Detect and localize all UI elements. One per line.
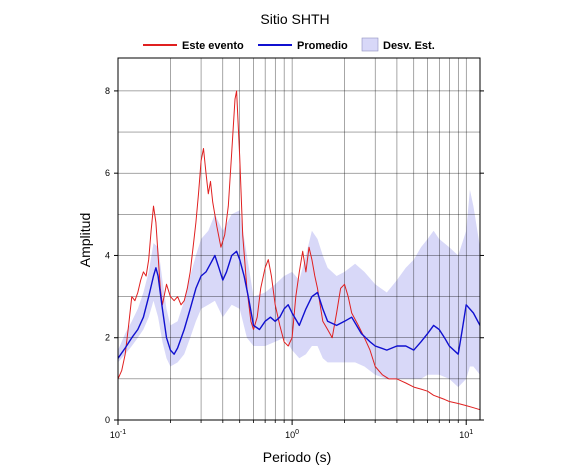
legend-label: Promedio xyxy=(297,40,348,52)
legend-label: Desv. Est. xyxy=(383,40,435,52)
x-axis-label: Periodo (s) xyxy=(263,449,331,465)
plot-frame xyxy=(117,57,481,421)
legend: Este evento Promedio Desv. Est. xyxy=(143,37,435,52)
chart-title: Sitio SHTH xyxy=(260,11,329,27)
y-tick-label: 6 xyxy=(105,168,110,178)
grid-layer xyxy=(117,58,480,420)
x-tick-label: 101 xyxy=(459,429,473,440)
y-tick-label: 2 xyxy=(105,333,110,343)
std-band-layer xyxy=(118,189,480,388)
y-tick-label: 4 xyxy=(105,250,110,260)
series-layer xyxy=(117,90,481,411)
legend-label: Este evento xyxy=(182,40,244,52)
y-axis-label: Amplitud xyxy=(77,213,93,267)
series-line-promedio xyxy=(117,250,481,359)
y-tick-label: 8 xyxy=(105,86,110,96)
legend-swatch-patch xyxy=(361,37,379,52)
x-tick-label: 10-1 xyxy=(110,429,126,440)
x-tick-label: 100 xyxy=(285,429,299,440)
y-tick-label: 0 xyxy=(105,415,110,425)
axes-layer: 0 2 4 6 8 10-1 100 101 xyxy=(105,57,484,440)
std-band-area xyxy=(118,189,480,388)
